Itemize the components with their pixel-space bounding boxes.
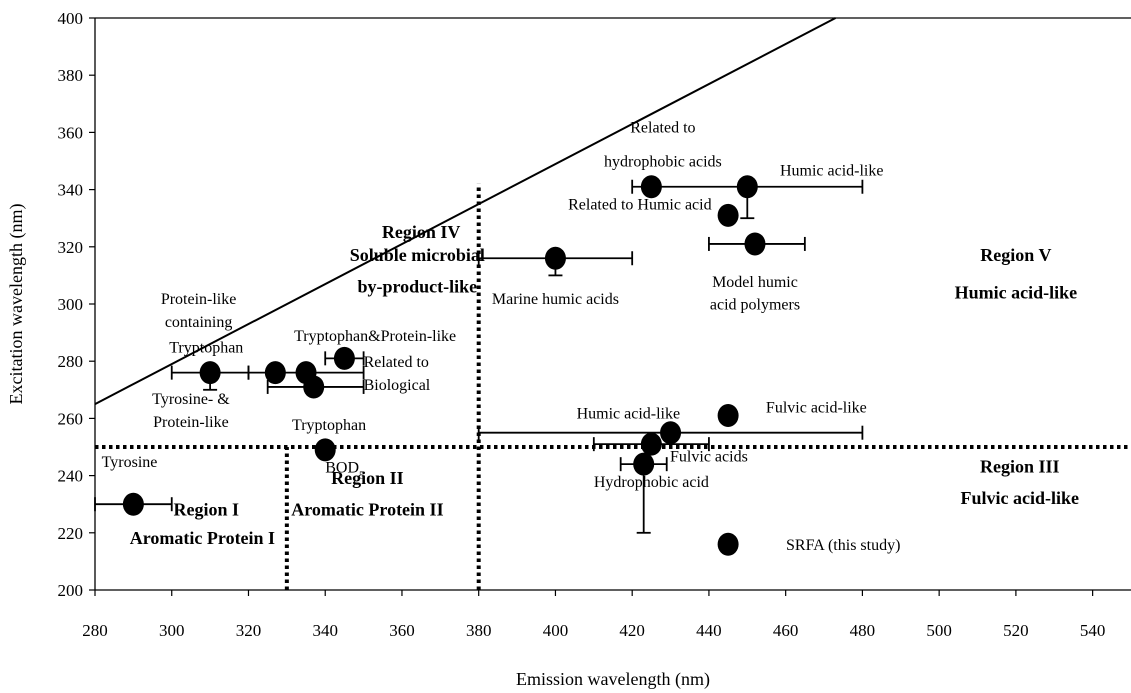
data-point bbox=[640, 175, 662, 199]
data-point bbox=[744, 232, 766, 256]
point-annotation: Tyrosine bbox=[102, 454, 158, 471]
x-tick-label: 420 bbox=[619, 621, 645, 640]
region-label: Aromatic Protein I bbox=[130, 528, 275, 548]
point-annotation: Fulvic acid-like bbox=[766, 400, 867, 417]
point-annotation: hydrophobic acids bbox=[604, 154, 722, 171]
data-point bbox=[333, 346, 355, 370]
x-tick-label: 400 bbox=[543, 621, 569, 640]
point-annotation: acid polymers bbox=[710, 297, 800, 314]
y-tick-label: 300 bbox=[58, 295, 84, 314]
point-annotation: BOD5 bbox=[325, 460, 365, 482]
data-point bbox=[264, 361, 286, 385]
x-tick-label: 440 bbox=[696, 621, 722, 640]
point-annotation: Model humic bbox=[712, 274, 798, 291]
y-tick-label: 320 bbox=[58, 238, 84, 257]
x-tick-label: 320 bbox=[236, 621, 262, 640]
point-annotation: Marine humic acids bbox=[492, 291, 619, 308]
point-annotation: Fulvic acids bbox=[670, 448, 748, 465]
region-label: Region II bbox=[331, 468, 404, 488]
point-annotation: Tryptophan&Protein-like bbox=[294, 328, 456, 345]
point-annotation: Related to Humic acid bbox=[568, 197, 712, 214]
region-label: Region III bbox=[980, 457, 1060, 477]
y-tick-label: 200 bbox=[58, 581, 84, 600]
data-point bbox=[717, 203, 739, 227]
x-tick-label: 500 bbox=[926, 621, 952, 640]
region-label: Humic acid-like bbox=[955, 282, 1078, 302]
data-point bbox=[717, 404, 739, 428]
data-point bbox=[633, 452, 655, 476]
y-axis-title: Excitation wavelength (nm) bbox=[6, 204, 27, 405]
y-tick-label: 260 bbox=[58, 409, 84, 428]
point-annotation: Hydrophobic acid bbox=[594, 474, 709, 491]
y-tick-label: 280 bbox=[58, 352, 84, 371]
data-point bbox=[660, 421, 682, 445]
data-point bbox=[314, 438, 336, 462]
data-point bbox=[122, 492, 144, 516]
x-tick-label: 540 bbox=[1080, 621, 1106, 640]
point-annotation: Protein-like bbox=[153, 414, 229, 431]
point-annotation: Related to bbox=[364, 354, 429, 371]
point-annotation: Humic acid-like bbox=[577, 405, 681, 422]
data-point bbox=[303, 375, 325, 399]
point-annotation: Protein-like bbox=[161, 291, 237, 308]
region-label: Soluble microbial bbox=[350, 245, 485, 265]
region-label: Region I bbox=[174, 500, 240, 520]
y-tick-label: 380 bbox=[58, 66, 84, 85]
region-label: by-product-like bbox=[357, 277, 477, 297]
x-tick-label: 380 bbox=[466, 621, 492, 640]
point-annotation: Biological bbox=[364, 377, 431, 394]
y-tick-label: 360 bbox=[58, 123, 84, 142]
point-annotation: Tyrosine- & bbox=[152, 391, 230, 408]
x-tick-label: 360 bbox=[389, 621, 415, 640]
data-point bbox=[544, 246, 566, 270]
region-label: Fulvic acid-like bbox=[960, 488, 1079, 508]
y-tick-label: 240 bbox=[58, 467, 84, 486]
diagonal-boundary-line bbox=[94, 17, 837, 405]
point-annotation: Humic acid-like bbox=[780, 162, 884, 179]
data-point bbox=[717, 532, 739, 556]
region-label: Aromatic Protein II bbox=[291, 500, 443, 520]
x-tick-label: 460 bbox=[773, 621, 799, 640]
point-annotation: Related to bbox=[630, 119, 695, 136]
region-label: Region IV bbox=[382, 222, 461, 242]
point-annotation: SRFA (this study) bbox=[786, 537, 900, 554]
y-tick-label: 340 bbox=[58, 181, 84, 200]
x-tick-label: 520 bbox=[1003, 621, 1029, 640]
data-point bbox=[736, 175, 758, 199]
point-annotation: Tryptophan bbox=[169, 340, 243, 357]
x-axis-title: Emission wavelength (nm) bbox=[516, 669, 710, 690]
x-tick-label: 340 bbox=[312, 621, 338, 640]
y-tick-label: 220 bbox=[58, 524, 84, 543]
data-point bbox=[640, 432, 662, 456]
plot-area: 200 220 240 260 280 300 320 340 360 380 400 280 300 3… bbox=[58, 9, 1131, 640]
region-label: Region V bbox=[980, 245, 1051, 265]
x-tick-label: 280 bbox=[82, 621, 108, 640]
y-tick-label: 400 bbox=[58, 9, 84, 28]
point-annotation: containing bbox=[165, 314, 233, 331]
x-tick-label: 300 bbox=[159, 621, 185, 640]
x-tick-label: 480 bbox=[850, 621, 876, 640]
data-point bbox=[199, 361, 221, 385]
point-annotation: Tryptophan bbox=[292, 417, 366, 434]
